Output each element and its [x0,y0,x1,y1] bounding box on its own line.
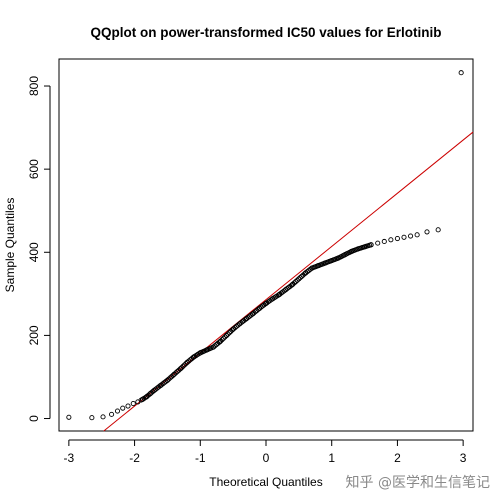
sample-point [394,236,400,242]
sample-point [180,363,186,369]
sample-point [288,282,295,288]
x-tick-label: 2 [394,451,401,465]
sample-point [368,242,374,248]
y-tick-label: 0 [27,415,41,422]
sample-point [176,367,182,373]
sample-point [375,240,381,246]
sample-point [166,376,172,382]
sample-point [216,339,222,345]
sample-point [183,360,189,367]
sample-point [173,370,179,376]
sample-point [130,401,136,407]
sample-point [114,408,121,414]
sample-point [381,238,387,245]
y-axis: 0 200 400 600 800 [27,76,51,422]
x-tick-label: -3 [64,451,75,465]
watermark: 知乎 @医学和生信笔记 [345,475,490,491]
sample-point [290,281,296,287]
sample-point [293,278,299,285]
y-tick-label: 200 [27,325,41,345]
sample-point [458,70,464,76]
y-tick-label: 600 [27,159,41,179]
sample-point [435,227,441,233]
sample-point [220,335,227,341]
x-tick-label: -1 [195,451,206,465]
sample-point [299,273,305,279]
y-axis-label: Sample Quantiles [3,198,17,293]
x-axis-label: Theoretical Quantiles [209,475,322,489]
sample-point [181,362,188,368]
sample-point [297,275,303,281]
sample-point [291,280,297,286]
sample-point [388,237,394,243]
sample-point [125,403,131,409]
x-tick-label: 1 [328,451,335,465]
x-tick-label: -2 [129,451,140,465]
sample-point [401,234,407,240]
sample-point [164,377,170,384]
sample-point [218,338,224,344]
sample-point [147,391,153,397]
sample-point [219,337,225,343]
sample-point [174,369,180,375]
sample-point [177,366,183,372]
sample-point [229,327,235,333]
plot-area [58,58,474,432]
sample-point [225,331,231,337]
sample-point [148,390,154,396]
sample-point [300,272,306,278]
x-tick-label: 0 [263,451,270,465]
sample-point [171,371,177,377]
sample-point [414,232,420,238]
sample-point [100,414,106,420]
sample-point [296,276,302,282]
points-layer [66,70,464,421]
sample-point [226,330,232,336]
sample-point [89,415,95,421]
x-tick-label: 3 [460,451,467,465]
y-tick-label: 400 [27,242,41,262]
y-tick-label: 800 [27,76,41,96]
sample-point [424,229,430,235]
sample-point [223,332,229,339]
sample-point [168,374,175,380]
plot-frame [58,58,474,432]
sample-point [179,365,185,371]
sample-point [144,393,150,400]
sample-point [222,334,228,340]
sample-point [145,392,151,398]
sample-point [167,375,173,381]
sample-point [66,414,72,420]
sample-point [228,328,234,334]
sample-point [294,277,300,283]
sample-point [408,233,414,239]
chart-title: QQplot on power-transformed IC50 values … [90,25,441,40]
sample-point [120,405,126,411]
sample-point [109,411,115,417]
x-axis: -3 -2 -1 0 1 2 3 [64,439,467,465]
sample-point [170,372,176,378]
sample-point [215,340,221,347]
